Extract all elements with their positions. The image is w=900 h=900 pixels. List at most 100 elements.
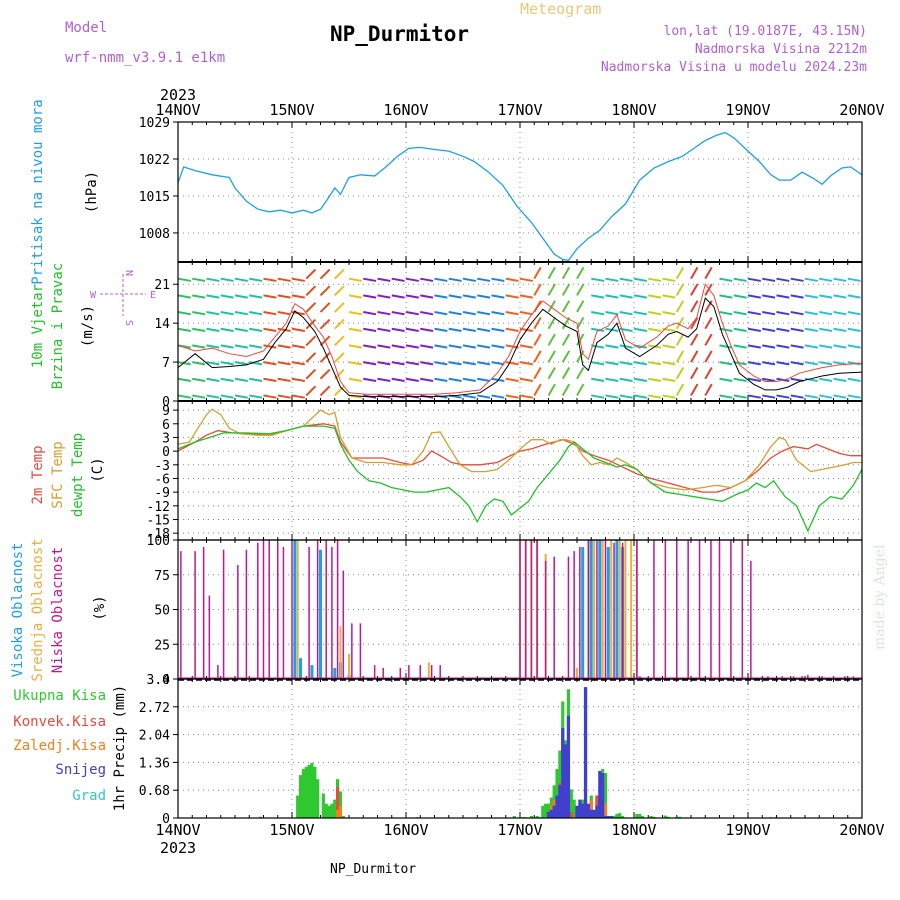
wind-arrow: [675, 367, 685, 380]
wind-arrow: [462, 394, 476, 399]
wind-arrow: [547, 367, 556, 380]
cloud-bar: [598, 540, 602, 679]
wind-arrow: [291, 361, 305, 366]
wind-arrow: [277, 327, 291, 332]
precip-bar: [338, 805, 343, 818]
time-tick-top: 16NOV: [383, 101, 428, 119]
wind-arrow: [177, 294, 191, 299]
wind-arrow: [192, 277, 206, 282]
wind-arrow: [434, 344, 448, 349]
precip-bar: [609, 815, 613, 818]
wind-arrow: [263, 344, 277, 349]
cloud-bar: [581, 546, 585, 679]
time-tick-top: 18NOV: [611, 101, 656, 119]
wind-arrow: [733, 277, 747, 282]
time-tick-bottom: 18NOV: [611, 821, 656, 839]
y-tick-label: -6: [154, 472, 170, 487]
cloud-bar: [596, 540, 598, 679]
time-tick-bottom: 14NOV: [155, 821, 200, 839]
wind-arrow: [177, 377, 191, 383]
wind-arrow: [576, 367, 585, 380]
wind-arrow: [547, 383, 556, 396]
wind-arrow: [477, 344, 491, 349]
cloud-bar: [408, 665, 410, 679]
panel-pressure: 1029 1022 1015 1008: [139, 116, 863, 262]
wind-arrow: [477, 377, 491, 383]
cloud-bar: [202, 546, 205, 679]
wind-arrow: [477, 394, 491, 399]
precip-legend-item: Zaledj.Kisa: [13, 738, 106, 754]
wind-arrow: [790, 344, 804, 349]
wind-arrow: [690, 316, 699, 330]
wind-arrow: [348, 344, 362, 349]
precip-legend-item: Grad: [72, 788, 106, 804]
precip-bar: [603, 803, 608, 818]
footer-station: NP_Durmitor: [330, 862, 417, 877]
wind-arrow: [434, 327, 448, 332]
wind-arrow: [249, 344, 263, 349]
wind-arrow: [648, 294, 662, 299]
wind-arrow: [690, 367, 699, 380]
wind-arrow: [448, 327, 462, 332]
wind-arrow: [462, 277, 476, 282]
wind-arrow: [377, 277, 391, 282]
ylabel-cloud-high: Visoka Oblacnost: [10, 543, 26, 678]
wind-arrow: [619, 394, 633, 399]
y-tick-label: 2.72: [139, 701, 170, 716]
wind-arrow: [334, 268, 345, 280]
wind-arrow: [605, 311, 619, 316]
wind-arrow: [762, 277, 776, 282]
wind-arrow: [591, 327, 605, 332]
wind-arrow: [220, 327, 234, 332]
wind-arrow: [662, 277, 676, 282]
wind-arrow: [776, 394, 790, 399]
precip-bar: [330, 803, 334, 818]
wind-arrow: [819, 361, 833, 366]
wind-arrow: [234, 394, 248, 399]
wind-arrow: [719, 361, 733, 366]
wind-arrow: [762, 311, 776, 316]
wind-arrow: [477, 311, 491, 316]
wind-arrow: [648, 394, 662, 399]
wind-arrow: [206, 294, 220, 299]
wind-arrow: [633, 327, 647, 332]
series-line-temperature-2: [177, 425, 863, 533]
wind-arrow: [249, 394, 263, 399]
y-tick-label: 7: [162, 356, 170, 371]
wind-arrow: [192, 294, 206, 299]
wind-arrow: [462, 327, 476, 332]
cloud-bar: [194, 551, 196, 679]
wind-arrow: [263, 361, 277, 366]
precip-bar: [598, 770, 602, 818]
wind-arrow: [305, 385, 317, 397]
wind-arrow: [405, 377, 419, 383]
cloud-bar: [319, 549, 322, 679]
wind-arrow: [833, 344, 847, 349]
cloud-bar: [593, 540, 596, 679]
wind-arrow: [733, 327, 747, 332]
y-tick-label: 1.36: [139, 756, 170, 771]
wind-arrow: [192, 344, 206, 349]
model-value: wrf-nmm_v3.9.1 e1km: [65, 50, 226, 66]
precip-bar: [666, 816, 670, 818]
wind-arrow: [648, 377, 662, 383]
altitude-label: Nadmorska Visina 2212m: [694, 42, 867, 57]
wind-arrow: [305, 285, 317, 297]
wind-arrow: [819, 327, 833, 332]
wind-arrow: [819, 311, 833, 316]
wind-arrow: [733, 377, 747, 383]
cloud-bar: [291, 542, 293, 679]
wind-arrow: [477, 327, 491, 332]
precip-bar: [569, 811, 573, 818]
precip-bar: [324, 803, 328, 818]
wind-arrow: [675, 333, 685, 346]
wind-arrow: [819, 294, 833, 299]
precip-bar: [301, 768, 305, 818]
wind-arrow: [519, 361, 533, 366]
wind-arrow: [576, 266, 585, 280]
wind-arrow: [675, 283, 685, 296]
wind-arrow: [491, 344, 505, 349]
cloud-bar: [615, 540, 619, 679]
precip-bar: [296, 795, 300, 818]
wind-arrow: [319, 385, 331, 397]
